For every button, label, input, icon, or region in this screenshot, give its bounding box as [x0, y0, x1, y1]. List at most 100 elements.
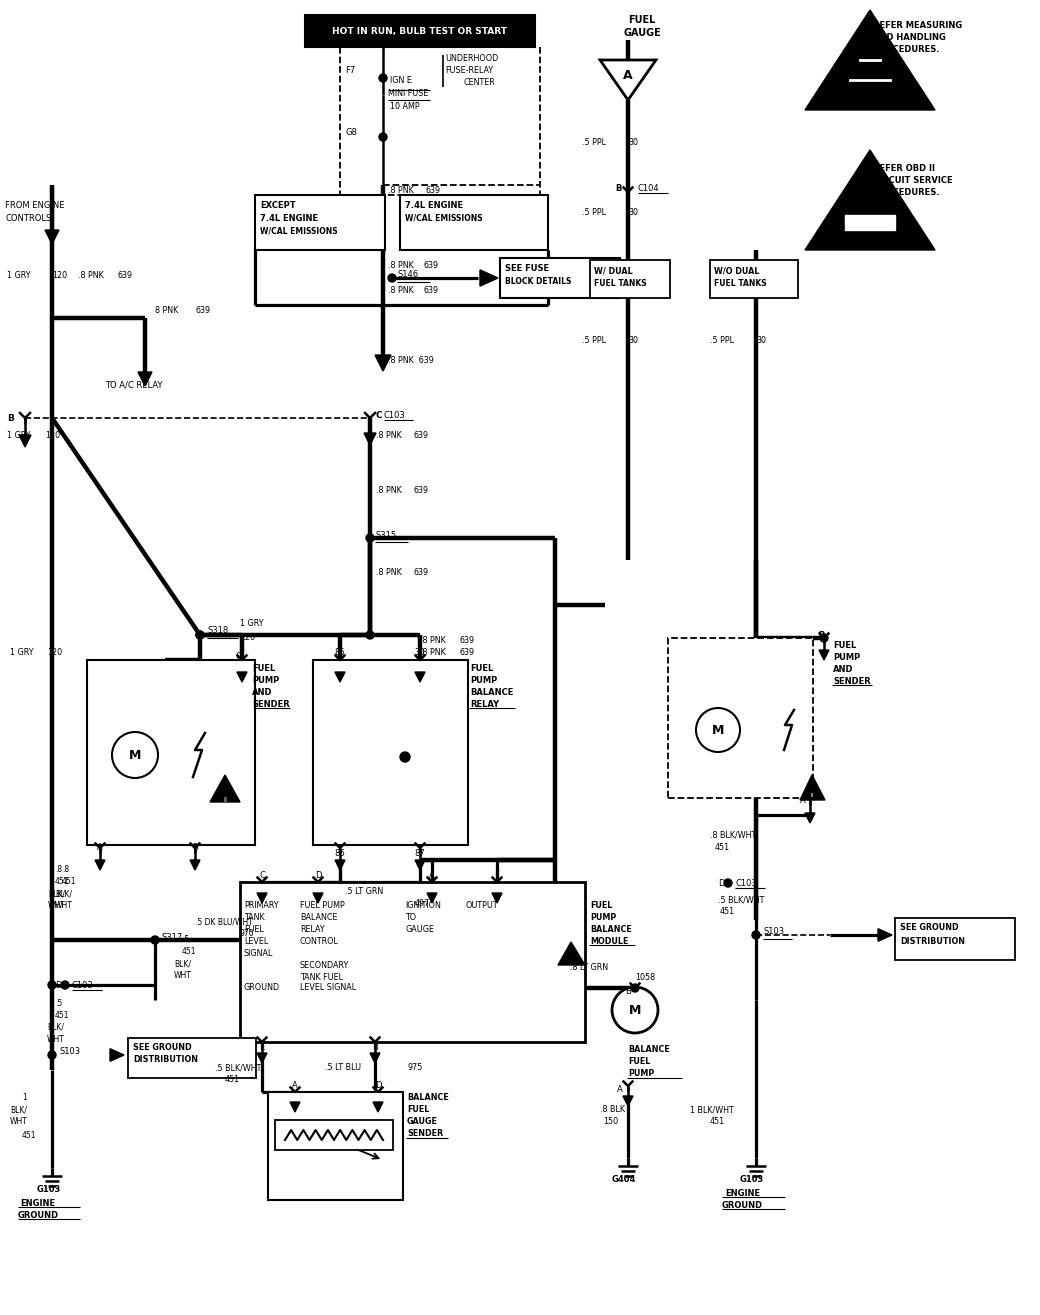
Text: D: D [55, 981, 61, 989]
Text: .5 BLK/WHT: .5 BLK/WHT [215, 1064, 261, 1073]
Text: C103: C103 [384, 410, 406, 419]
Text: A: A [800, 796, 806, 805]
Polygon shape [335, 672, 345, 682]
Text: A: A [292, 1081, 297, 1090]
Circle shape [388, 274, 396, 281]
Text: 451: 451 [225, 1076, 240, 1085]
Polygon shape [805, 813, 815, 823]
Text: 639: 639 [116, 271, 132, 280]
Text: RELAY: RELAY [470, 700, 499, 709]
Text: E: E [259, 1044, 264, 1052]
Text: PROCEDURES.: PROCEDURES. [873, 45, 939, 54]
Text: LEVEL: LEVEL [244, 936, 268, 945]
Polygon shape [19, 435, 31, 447]
Text: BLK/: BLK/ [47, 1023, 64, 1031]
Circle shape [631, 984, 639, 992]
Text: B: B [192, 843, 198, 852]
Text: 120: 120 [47, 647, 62, 656]
Text: .8 PNK: .8 PNK [78, 271, 104, 280]
Text: GROUND: GROUND [722, 1201, 763, 1210]
Circle shape [48, 981, 56, 989]
Text: 639: 639 [460, 635, 475, 644]
Text: S317: S317 [162, 932, 183, 942]
Text: BLOCK DETAILS: BLOCK DETAILS [505, 276, 571, 285]
Text: FUEL: FUEL [252, 664, 276, 672]
Text: 970: 970 [240, 930, 255, 939]
Text: CIRCUIT SERVICE: CIRCUIT SERVICE [873, 175, 953, 184]
Text: 451: 451 [55, 877, 70, 886]
Text: FUEL: FUEL [628, 14, 655, 25]
Text: PUMP: PUMP [252, 676, 280, 685]
Circle shape [196, 631, 204, 639]
Text: 1 GRY: 1 GRY [7, 430, 30, 439]
Text: 7.4L ENGINE: 7.4L ENGINE [405, 200, 463, 209]
Text: 120: 120 [45, 430, 60, 439]
Text: C103: C103 [735, 878, 757, 888]
Circle shape [696, 707, 740, 752]
Text: 87: 87 [415, 848, 425, 857]
Text: .8 PNK: .8 PNK [388, 285, 414, 295]
Polygon shape [427, 893, 437, 903]
Text: GAUGE: GAUGE [624, 28, 661, 38]
Text: 451: 451 [716, 843, 730, 852]
Text: LEVEL SIGNAL: LEVEL SIGNAL [300, 984, 356, 993]
Text: GAUGE: GAUGE [405, 924, 434, 934]
Text: C: C [235, 651, 241, 660]
Text: .8 PNK: .8 PNK [420, 635, 446, 644]
Text: CONTROL: CONTROL [300, 936, 339, 945]
Text: .5: .5 [182, 935, 189, 944]
Text: F: F [495, 872, 499, 881]
Bar [895, 918, 1015, 960]
Text: 120: 120 [240, 633, 255, 642]
Circle shape [400, 752, 410, 761]
Text: .8 PNK: .8 PNK [376, 568, 401, 576]
Text: GROUND: GROUND [244, 984, 280, 993]
Text: BALANCE: BALANCE [407, 1094, 448, 1102]
Text: II: II [810, 793, 813, 797]
Text: PUMP: PUMP [628, 1069, 654, 1078]
Text: .8 BLK: .8 BLK [600, 1106, 625, 1115]
Bar [844, 214, 895, 230]
Text: SENDER: SENDER [407, 1130, 443, 1139]
Text: 639: 639 [460, 647, 475, 656]
Polygon shape [373, 1102, 383, 1112]
Text: FUEL: FUEL [590, 901, 613, 910]
Text: B: B [615, 184, 621, 192]
Text: EXCEPT: EXCEPT [260, 200, 295, 209]
Text: .5 LT GRN: .5 LT GRN [345, 888, 384, 897]
Bar [710, 260, 798, 299]
Text: FUEL TANKS: FUEL TANKS [594, 279, 647, 288]
Text: 30: 30 [415, 647, 425, 656]
Text: B: B [7, 413, 14, 422]
Text: AND: AND [252, 688, 272, 697]
Text: BLK/: BLK/ [174, 960, 191, 969]
Text: S315: S315 [376, 530, 397, 539]
Text: SENDER: SENDER [252, 700, 290, 709]
Circle shape [379, 133, 387, 141]
Text: WHT: WHT [55, 902, 73, 910]
Text: 30: 30 [756, 335, 766, 345]
Text: SECONDARY: SECONDARY [300, 960, 349, 969]
Text: 639: 639 [196, 305, 210, 314]
Text: .8 LT GRN: .8 LT GRN [570, 964, 608, 973]
Polygon shape [257, 1053, 267, 1063]
Text: TANK FUEL: TANK FUEL [300, 973, 343, 981]
Polygon shape [600, 60, 656, 100]
Text: 86: 86 [335, 848, 345, 857]
Text: BLK/: BLK/ [55, 889, 72, 898]
Polygon shape [95, 860, 105, 871]
Polygon shape [45, 230, 59, 245]
Text: AND HANDLING: AND HANDLING [873, 33, 945, 42]
Text: 639: 639 [413, 568, 428, 576]
Polygon shape [313, 893, 323, 903]
Text: C104: C104 [638, 184, 659, 192]
Text: UNDERHOOD: UNDERHOOD [445, 54, 498, 63]
Text: TANK: TANK [244, 913, 264, 922]
Text: HOT IN RUN, BULB TEST OR START: HOT IN RUN, BULB TEST OR START [333, 26, 508, 36]
Text: ENGINE: ENGINE [20, 1198, 55, 1207]
Text: .5: .5 [55, 998, 62, 1007]
Text: RELAY: RELAY [300, 924, 324, 934]
Text: PUMP: PUMP [470, 676, 497, 685]
Text: OBD II: OBD II [860, 234, 880, 239]
Circle shape [612, 988, 658, 1034]
